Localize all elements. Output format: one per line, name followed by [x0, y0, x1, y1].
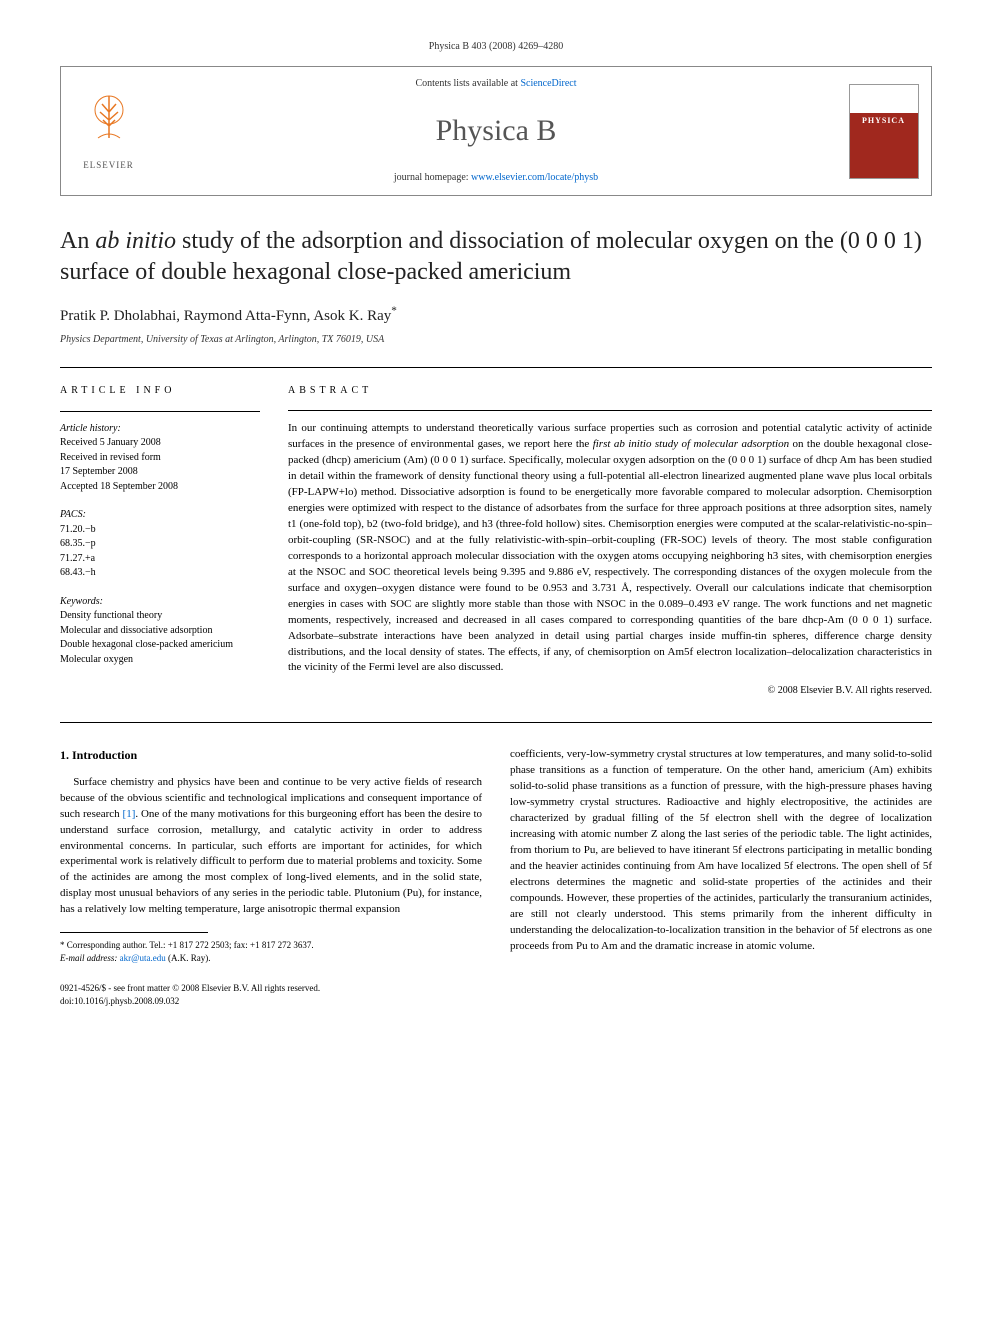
keywords-block: Keywords: Density functional theory Mole… [60, 595, 260, 668]
keyword-3: Molecular oxygen [60, 653, 260, 668]
title-pre: An [60, 228, 95, 254]
email-footnote: E-mail address: akr@uta.edu (A.K. Ray). [60, 952, 482, 965]
footnote-separator [60, 932, 208, 933]
keyword-0: Density functional theory [60, 609, 260, 624]
abstract-column: ABSTRACT In our continuing attempts to u… [288, 384, 932, 698]
affiliation: Physics Department, University of Texas … [60, 333, 932, 347]
elsevier-tree-icon [80, 90, 138, 155]
history-title: Article history: [60, 422, 260, 437]
section-title: Introduction [72, 748, 137, 762]
publisher-logo-box: ELSEVIER [61, 67, 156, 195]
pacs-title: PACS: [60, 508, 260, 523]
history-line-3: Accepted 18 September 2008 [60, 480, 260, 495]
footer-block: 0921-4526/$ - see front matter © 2008 El… [60, 982, 482, 1007]
section-number: 1. [60, 748, 69, 762]
footer-line-2: doi:10.1016/j.physb.2008.09.032 [60, 995, 482, 1008]
p2-post: clearly understood. This stems primarily… [510, 908, 932, 952]
abstract-copyright: © 2008 Elsevier B.V. All rights reserved… [288, 684, 932, 698]
abstract-heading: ABSTRACT [288, 384, 932, 398]
email-label: E-mail address: [60, 953, 117, 963]
p1-post: motivations for this burgeoning effort h… [60, 808, 482, 916]
keyword-1: Molecular and dissociative adsorption [60, 624, 260, 639]
journal-cover-thumb: PHYSICA [849, 84, 919, 179]
abstract-text: In our continuing attempts to understand… [288, 421, 932, 676]
keyword-2: Double hexagonal close-packed americium [60, 638, 260, 653]
banner-center: Contents lists available at ScienceDirec… [156, 67, 836, 195]
history-line-0: Received 5 January 2008 [60, 436, 260, 451]
email-person: (A.K. Ray). [168, 953, 211, 963]
footnotes: * Corresponding author. Tel.: +1 817 272… [60, 939, 482, 964]
ref-link-1[interactable]: [1] [123, 808, 136, 820]
sciencedirect-link[interactable]: ScienceDirect [520, 78, 576, 89]
p2-italic: still not [531, 908, 569, 920]
cover-thumb-box: PHYSICA [836, 67, 931, 195]
pacs-line-1: 68.35.−p [60, 537, 260, 552]
body-two-column: 1. Introduction Surface chemistry and ph… [60, 747, 932, 1007]
keywords-title: Keywords: [60, 595, 260, 610]
p1-italic: many [190, 808, 214, 820]
article-info-heading: ARTICLE INFO [60, 384, 260, 399]
pacs-line-2: 71.27.+a [60, 552, 260, 567]
article-info-column: ARTICLE INFO Article history: Received 5… [60, 384, 260, 698]
p1-mid: . One of the [135, 808, 190, 820]
email-link[interactable]: akr@uta.edu [120, 953, 166, 963]
homepage-prefix: journal homepage: [394, 172, 471, 183]
body-para-1: Surface chemistry and physics have been … [60, 775, 482, 918]
p2-pre: coefficients, very-low-symmetry crystal … [510, 748, 932, 919]
footer-line-1: 0921-4526/$ - see front matter © 2008 El… [60, 982, 482, 995]
contents-line: Contents lists available at ScienceDirec… [162, 77, 830, 91]
pacs-line-0: 71.20.−b [60, 523, 260, 538]
info-abstract-row: ARTICLE INFO Article history: Received 5… [60, 367, 932, 698]
authors-line: Pratik P. Dholabhai, Raymond Atta-Fynn, … [60, 304, 932, 327]
section-1-heading: 1. Introduction [60, 747, 482, 764]
running-head: Physica B 403 (2008) 4269–4280 [60, 40, 932, 54]
history-line-1: Received in revised form [60, 451, 260, 466]
title-italic: ab initio [95, 228, 176, 254]
section-divider [60, 722, 932, 723]
journal-name: Physica B [162, 110, 830, 152]
contents-prefix: Contents lists available at [415, 78, 520, 89]
abstract-italic: first ab initio study of molecular adsor… [593, 438, 789, 450]
homepage-link[interactable]: www.elsevier.com/locate/physb [471, 172, 598, 183]
publisher-name: ELSEVIER [83, 159, 134, 172]
title-post: study of the adsorption and dissociation… [60, 228, 922, 285]
authors-names: Pratik P. Dholabhai, Raymond Atta-Fynn, … [60, 308, 391, 324]
homepage-line: journal homepage: www.elsevier.com/locat… [162, 171, 830, 185]
article-title: An ab initio study of the adsorption and… [60, 226, 932, 288]
pacs-line-3: 68.43.−h [60, 566, 260, 581]
article-history-block: Article history: Received 5 January 2008… [60, 422, 260, 495]
elsevier-logo: ELSEVIER [71, 89, 146, 174]
journal-banner: ELSEVIER Contents lists available at Sci… [60, 66, 932, 196]
history-line-2: 17 September 2008 [60, 465, 260, 480]
corresponding-marker: * [391, 305, 397, 317]
cover-label: PHYSICA [850, 115, 918, 126]
pacs-block: PACS: 71.20.−b 68.35.−p 71.27.+a 68.43.−… [60, 508, 260, 581]
abstract-post: on the double hexagonal close-packed (dh… [288, 438, 932, 673]
corresponding-author-footnote: * Corresponding author. Tel.: +1 817 272… [60, 939, 482, 952]
body-para-2: coefficients, very-low-symmetry crystal … [510, 747, 932, 954]
